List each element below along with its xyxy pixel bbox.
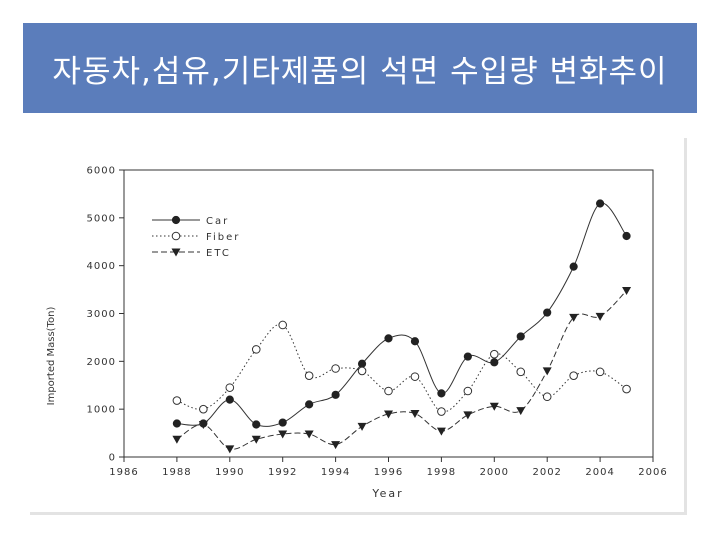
y-tick-label: 4000 (87, 261, 116, 272)
data-point (384, 410, 393, 419)
series-line-car (176, 202, 627, 427)
data-point (436, 427, 446, 436)
data-point (516, 332, 525, 341)
data-point (331, 390, 340, 399)
y-tick-label: 2000 (87, 357, 116, 368)
data-point (384, 386, 393, 396)
data-point (437, 407, 446, 416)
data-point (331, 441, 341, 450)
data-point (172, 419, 181, 428)
y-tick-label: 0 (109, 453, 116, 464)
data-point (304, 371, 314, 380)
x-tick-label: 1994 (321, 467, 350, 478)
data-point (305, 400, 314, 409)
data-point (278, 418, 287, 427)
data-point (463, 411, 473, 420)
data-point (569, 371, 578, 380)
legend-label: Fiber (206, 232, 240, 243)
data-point (331, 364, 340, 373)
data-point (622, 384, 631, 394)
y-tick-label: 1000 (87, 405, 116, 416)
data-point (490, 349, 499, 359)
series-fiber (172, 320, 631, 416)
data-point (489, 402, 499, 411)
slide-title: 자동차,섬유,기타제품의 석면 수입량 변화추이 (52, 53, 668, 90)
data-point (199, 404, 208, 414)
data-point (437, 389, 446, 398)
data-point (278, 320, 287, 330)
data-point (516, 367, 526, 377)
data-point (172, 396, 182, 405)
series-line-fiber (176, 323, 627, 413)
y-tick-label: 3000 (87, 309, 116, 320)
data-point (172, 435, 182, 444)
line-chart: 0 1000 2000 3000 4000 5000 6000 1986 1988 1990 199… (46, 166, 667, 501)
data-point (278, 430, 288, 439)
series-car (172, 199, 631, 429)
data-point (542, 392, 552, 402)
x-tick-label: 1990 (215, 467, 244, 478)
x-tick-label: 2002 (532, 467, 561, 478)
x-axis-label: Year (371, 487, 403, 500)
x-tick-label: 1988 (162, 467, 191, 478)
x-tick-label: 1998 (427, 467, 456, 478)
data-point (252, 420, 261, 429)
data-point (410, 409, 420, 418)
data-point (622, 231, 631, 241)
data-point (384, 334, 393, 343)
data-point (569, 313, 579, 322)
data-point (595, 367, 605, 377)
data-point (463, 386, 473, 396)
x-tick-label: 2006 (638, 467, 667, 478)
data-point (596, 199, 605, 208)
series-line-etc (176, 290, 627, 450)
title-bar: 자동차,섬유,기타제품의 석면 수입량 변화추이 (23, 23, 697, 113)
data-point (463, 352, 472, 361)
y-tick-label: 6000 (87, 166, 116, 177)
data-point (490, 358, 499, 367)
y-tick-label: 5000 (87, 213, 116, 224)
series-etc (172, 287, 632, 454)
legend-marker (171, 248, 181, 257)
x-tick-label: 2000 (480, 467, 509, 478)
data-point (357, 359, 367, 368)
data-point (304, 430, 314, 439)
data-point (542, 367, 552, 376)
data-point (251, 345, 261, 354)
legend-marker (171, 231, 181, 241)
x-tick-label: 1996 (374, 467, 403, 478)
data-point (410, 337, 420, 346)
data-point (357, 422, 367, 431)
legend-label: Car (206, 216, 229, 227)
legend-marker (171, 215, 181, 225)
x-tick-label: 2004 (585, 467, 614, 478)
data-point (543, 308, 552, 317)
data-point (225, 445, 235, 454)
data-point (357, 366, 367, 376)
data-point (251, 435, 261, 444)
chart-frame: 0 1000 2000 3000 4000 5000 6000 1986 1988 1990 199… (30, 138, 687, 515)
data-point (410, 372, 420, 381)
data-point (569, 262, 578, 271)
y-axis-label: Imported Mass(Ton) (46, 307, 57, 406)
x-tick-label: 1986 (109, 467, 138, 478)
data-point (225, 383, 235, 392)
data-point (225, 395, 234, 404)
data-point (595, 312, 605, 321)
legend-label: ETC (206, 248, 231, 259)
data-point (622, 287, 632, 296)
data-point (198, 420, 208, 429)
x-tick-label: 1992 (268, 467, 297, 478)
data-point (516, 407, 526, 416)
